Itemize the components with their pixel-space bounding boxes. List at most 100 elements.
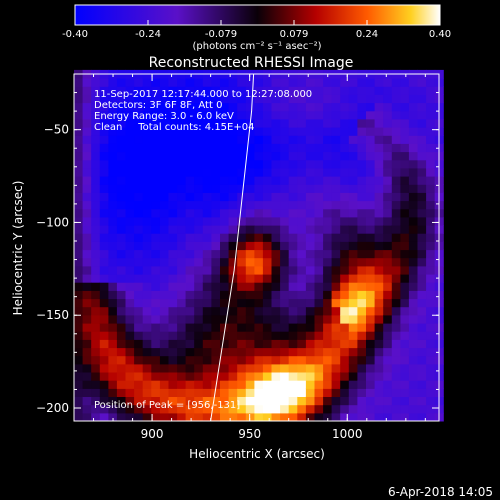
heatmap-cell bbox=[391, 306, 401, 316]
heatmap-cell bbox=[280, 314, 290, 324]
heatmap-cell bbox=[383, 102, 393, 112]
heatmap-cell bbox=[374, 265, 384, 275]
heatmap-cell bbox=[426, 135, 436, 144]
heatmap-cell bbox=[185, 249, 195, 259]
heatmap-cell bbox=[99, 143, 109, 153]
heatmap-cell bbox=[194, 282, 204, 291]
heatmap-cell bbox=[168, 86, 178, 95]
heatmap-cell bbox=[366, 200, 376, 210]
heatmap-cell bbox=[245, 94, 255, 104]
heatmap-cell bbox=[297, 184, 307, 193]
heatmap-cell bbox=[426, 290, 436, 300]
heatmap-cell bbox=[151, 159, 161, 169]
heatmap-cell bbox=[194, 127, 204, 136]
heatmap-cell bbox=[348, 339, 358, 349]
heatmap-cell bbox=[177, 249, 187, 259]
heatmap-cell bbox=[134, 118, 144, 128]
heatmap-cell bbox=[82, 216, 92, 226]
heatmap-cell bbox=[357, 290, 367, 300]
heatmap-cell bbox=[288, 323, 298, 332]
heatmap-cell bbox=[151, 94, 161, 104]
heatmap-cell bbox=[91, 143, 101, 153]
heatmap-cell bbox=[280, 192, 290, 202]
heatmap-cell bbox=[426, 192, 436, 202]
heatmap-cell bbox=[340, 192, 350, 202]
heatmap-cell bbox=[177, 151, 187, 161]
heatmap-cell bbox=[82, 265, 92, 275]
heatmap-cell bbox=[177, 118, 187, 128]
heatmap-cell bbox=[323, 167, 333, 177]
heatmap-cell bbox=[116, 78, 126, 87]
heatmap-cell bbox=[331, 151, 341, 161]
heatmap-cell bbox=[99, 298, 109, 308]
heatmap-cell bbox=[202, 412, 212, 422]
heatmap-cell bbox=[323, 159, 333, 169]
heatmap-cell bbox=[211, 241, 221, 251]
heatmap-cell bbox=[391, 249, 401, 259]
heatmap-cell bbox=[262, 298, 272, 308]
heatmap-cell bbox=[142, 184, 152, 193]
heatmap-cell bbox=[305, 339, 315, 349]
heatmap-cell bbox=[288, 110, 298, 120]
heatmap-cell bbox=[262, 388, 272, 397]
heatmap-cell bbox=[168, 298, 178, 308]
heatmap-cell bbox=[151, 290, 161, 300]
heatmap-cell bbox=[408, 388, 418, 397]
heatmap-cell bbox=[314, 363, 324, 373]
heatmap-cell bbox=[134, 192, 144, 202]
heatmap-cell bbox=[314, 192, 324, 202]
heatmap-cell bbox=[211, 192, 221, 202]
heatmap-cell bbox=[237, 225, 247, 234]
y-tick-label: −100 bbox=[36, 215, 69, 229]
heatmap-cell bbox=[271, 86, 281, 95]
heatmap-cell bbox=[151, 86, 161, 95]
heatmap-cell bbox=[366, 396, 376, 406]
heatmap-cell bbox=[331, 135, 341, 144]
heatmap-cell bbox=[228, 118, 238, 128]
heatmap-cell bbox=[220, 274, 230, 283]
heatmap-cell bbox=[323, 233, 333, 242]
heatmap-cell bbox=[134, 94, 144, 104]
heatmap-cell bbox=[99, 372, 109, 381]
heatmap-cell bbox=[159, 323, 169, 332]
heatmap-cell bbox=[331, 257, 341, 267]
heatmap-cell bbox=[151, 216, 161, 226]
heatmap-cell bbox=[254, 412, 264, 422]
heatmap-cell bbox=[91, 257, 101, 267]
heatmap-cell bbox=[383, 290, 393, 300]
heatmap-cell bbox=[108, 412, 118, 422]
heatmap-cell bbox=[400, 200, 410, 210]
heatmap-cell bbox=[426, 257, 436, 267]
heatmap-cell bbox=[99, 225, 109, 234]
heatmap-cell bbox=[211, 143, 221, 153]
heatmap-cell bbox=[374, 176, 384, 185]
heatmap-cell bbox=[348, 102, 358, 112]
heatmap-cell bbox=[91, 274, 101, 283]
heatmap-cell bbox=[185, 274, 195, 283]
heatmap-cell bbox=[297, 380, 307, 389]
heatmap-cell bbox=[305, 94, 315, 104]
heatmap-cell bbox=[426, 347, 436, 357]
heatmap-cell bbox=[271, 404, 281, 414]
heatmap-cell bbox=[116, 151, 126, 161]
heatmap-cell bbox=[366, 233, 376, 242]
heatmap-cell bbox=[262, 306, 272, 316]
heatmap-cell bbox=[151, 110, 161, 120]
heatmap-cell bbox=[82, 208, 92, 218]
heatmap-cell bbox=[177, 372, 187, 381]
heatmap-cell bbox=[237, 265, 247, 275]
heatmap-cell bbox=[331, 208, 341, 218]
heatmap-cell bbox=[228, 388, 238, 397]
heatmap-cell bbox=[417, 78, 427, 87]
heatmap-cell bbox=[271, 200, 281, 210]
heatmap-cell bbox=[220, 176, 230, 185]
heatmap-cell bbox=[391, 192, 401, 202]
heatmap-cell bbox=[194, 265, 204, 275]
heatmap-cell bbox=[211, 249, 221, 259]
heatmap-cell bbox=[297, 192, 307, 202]
heatmap-cell bbox=[108, 176, 118, 185]
heatmap-cell bbox=[228, 298, 238, 308]
heatmap-cell bbox=[262, 135, 272, 144]
heatmap-cell bbox=[288, 86, 298, 95]
heatmap-cell bbox=[288, 298, 298, 308]
